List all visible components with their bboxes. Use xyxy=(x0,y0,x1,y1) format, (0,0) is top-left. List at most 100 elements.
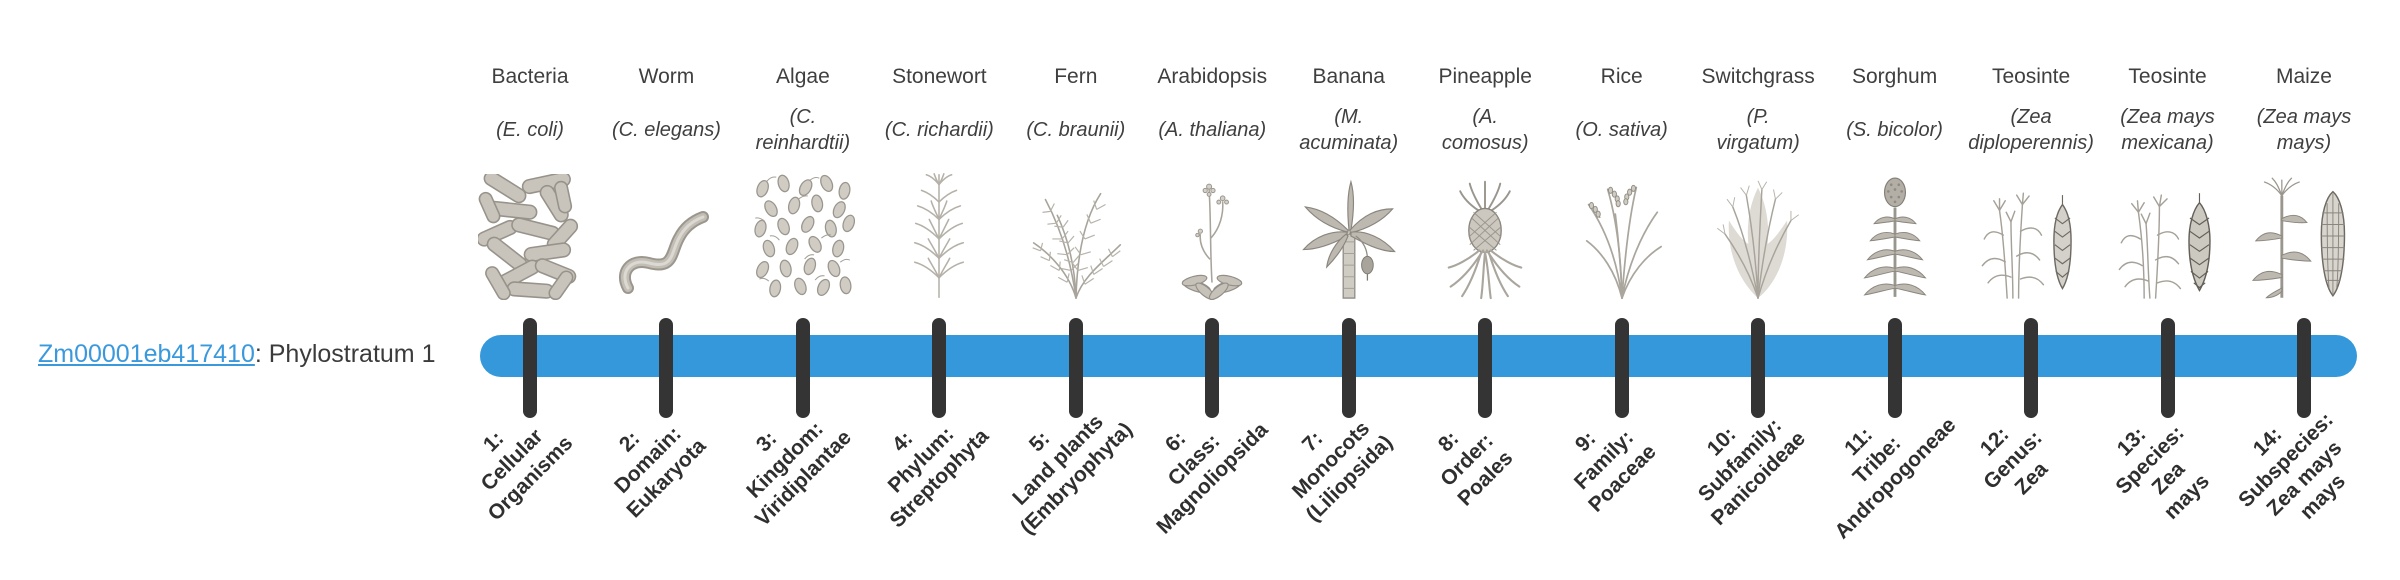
teosinte-mexicana-illustration xyxy=(2118,193,2211,299)
organism-common-name: Pineapple xyxy=(1438,65,1532,88)
timeline-tick xyxy=(1068,318,1083,418)
organism-illustration-box xyxy=(455,158,605,300)
organism-illustration-box xyxy=(1410,158,1560,300)
stratum-label-text: 11: Tribe: Andropogoneae xyxy=(1829,413,1961,544)
timeline-tick xyxy=(932,318,947,418)
organism-scientific-name: (C. richardii) xyxy=(884,119,994,141)
algae-illustration xyxy=(754,174,856,298)
organism-common-name: Switchgrass xyxy=(1701,65,1815,88)
organism-scientific-name: (A. comosus) xyxy=(1441,106,1529,154)
stratum-label-text: 4: Phylum: Streptophyta xyxy=(883,422,994,533)
organism-illustration-box xyxy=(1956,158,2106,300)
organism-column: Teosinte (Zea diploperennis) xyxy=(1956,64,2106,300)
organism-scientific-name: (C. braunii) xyxy=(1026,119,1126,141)
banana-illustration xyxy=(1301,179,1396,299)
gene-id-link[interactable]: Zm00001eb417410 xyxy=(38,340,255,368)
timeline-tick xyxy=(1478,318,1493,418)
stratum-label-text: 5: Land plants (Embryophyta) xyxy=(1008,410,1137,539)
arabidopsis-illustration xyxy=(1181,183,1243,300)
organism-common-name: Teosinte xyxy=(1991,65,2071,88)
bacteria-illustration xyxy=(477,174,578,300)
sorghum-illustration xyxy=(1863,177,1927,297)
timeline-tick xyxy=(1341,318,1356,418)
organism-column: Bacteria (E. coli) xyxy=(455,64,605,300)
organism-scientific-name: (M. acuminata) xyxy=(1299,106,1399,154)
organism-illustration-box xyxy=(1820,158,1970,300)
gene-label: Zm00001eb417410: Phylostratum 1 xyxy=(38,341,436,367)
stratum-label-text: 1: Cellular Organisms xyxy=(476,424,578,526)
maize-illustration xyxy=(2251,177,2346,299)
organism-illustration-box xyxy=(1683,158,1833,300)
organism-common-name: Stonewort xyxy=(892,65,987,88)
worm-illustration xyxy=(619,211,710,294)
timeline-tick xyxy=(523,318,537,418)
stratum-label-text: 3: Kingdom: Viridiplantae xyxy=(742,417,856,531)
stratum-label-text: 12: Genus: Zea xyxy=(1975,422,2053,500)
organism-illustration-box xyxy=(1547,158,1697,300)
teosinte-diploperennis-illustration xyxy=(1981,192,2072,299)
organism-common-name: Bacteria xyxy=(491,65,569,88)
gene-stratum-text: : Phylostratum 1 xyxy=(254,340,436,368)
stonewort-illustration xyxy=(914,173,965,298)
organism-common-name: Banana xyxy=(1312,65,1385,88)
organism-scientific-name: (C. elegans) xyxy=(611,119,721,141)
organism-illustration-box xyxy=(728,158,878,300)
pineapple-illustration xyxy=(1447,180,1523,300)
stratum-label-text: 14: Subspecies: Zea mays mays xyxy=(2234,408,2350,524)
timeline-tick xyxy=(2160,318,2175,418)
organism-common-name: Rice xyxy=(1600,65,1643,88)
stratum-label-text: 13: Species: Zea mays xyxy=(2110,421,2214,524)
organism-column: Algae (C. reinhardtii) xyxy=(728,64,878,300)
organism-scientific-name: (S. bicolor) xyxy=(1846,119,1943,141)
timeline-tick xyxy=(1614,318,1629,418)
organism-scientific-name: (Zea mays mays) xyxy=(2256,106,2352,154)
organism-column: Maize (Zea mays mays) xyxy=(2229,64,2379,300)
organism-illustration-box xyxy=(1274,158,1424,300)
timeline-tick xyxy=(795,318,810,418)
timeline-tick xyxy=(2296,318,2311,418)
timeline-tick xyxy=(2024,318,2039,418)
organism-column: Banana (M. acuminata) xyxy=(1274,64,1424,300)
organism-column: Fern (C. braunii) xyxy=(1001,64,1151,300)
timeline-bar xyxy=(480,335,2357,377)
organism-scientific-name: (Zea diploperennis) xyxy=(1968,106,2094,154)
organism-column: Worm (C. elegans) xyxy=(591,64,741,300)
organism-illustration-box xyxy=(2229,158,2379,300)
organism-illustration-box xyxy=(1137,158,1287,300)
stratum-label-text: 8: Order: Poales xyxy=(1434,426,1518,511)
organism-column: Sorghum (S. bicolor) xyxy=(1820,64,1970,300)
organism-scientific-name: (E. coli) xyxy=(496,119,564,141)
organism-column: Switchgrass (P. virgatum) xyxy=(1683,64,1833,300)
organism-common-name: Fern xyxy=(1054,65,1098,88)
organism-column: Rice (O. sativa) xyxy=(1547,64,1697,300)
timeline-tick xyxy=(1751,318,1766,418)
stratum-label-text: 7: Monocots (Liliopsida) xyxy=(1287,416,1397,527)
organism-column: Teosinte (Zea mays mexicana) xyxy=(2093,64,2243,300)
organism-illustration-box xyxy=(864,158,1014,300)
organism-illustration-box xyxy=(591,158,741,300)
organism-scientific-name: (P. virgatum) xyxy=(1716,106,1800,154)
organism-common-name: Algae xyxy=(776,65,830,88)
organism-scientific-name: (Zea mays mexicana) xyxy=(2120,106,2215,154)
organism-scientific-name: (O. sativa) xyxy=(1575,119,1668,141)
timeline-tick xyxy=(1887,318,1902,418)
switchgrass-illustration xyxy=(1717,180,1800,299)
timeline-tick xyxy=(659,318,674,418)
stratum-label-text: 6: Class: Magnoliopsida xyxy=(1152,418,1273,539)
organism-scientific-name: (A. thaliana) xyxy=(1158,119,1267,141)
organism-common-name: Worm xyxy=(638,65,695,88)
fern-illustration xyxy=(1032,192,1121,299)
organism-common-name: Teosinte xyxy=(2128,65,2207,88)
organism-column: Arabidopsis (A. thaliana) xyxy=(1137,64,1287,300)
organism-common-name: Arabidopsis xyxy=(1157,65,1268,88)
organism-illustration-box xyxy=(2093,158,2243,300)
stratum-label-text: 9: Family: Poaceae xyxy=(1569,425,1661,517)
organism-common-name: Sorghum xyxy=(1851,65,1938,88)
organism-column: Stonewort (C. richardii) xyxy=(864,64,1014,300)
rice-illustration xyxy=(1585,184,1662,299)
organism-scientific-name: (C. reinhardtii) xyxy=(755,106,851,154)
organism-illustration-box xyxy=(1001,158,1151,300)
organism-common-name: Maize xyxy=(2275,65,2332,88)
stratum-label-text: 2: Domain: Eukaryota xyxy=(610,422,711,523)
